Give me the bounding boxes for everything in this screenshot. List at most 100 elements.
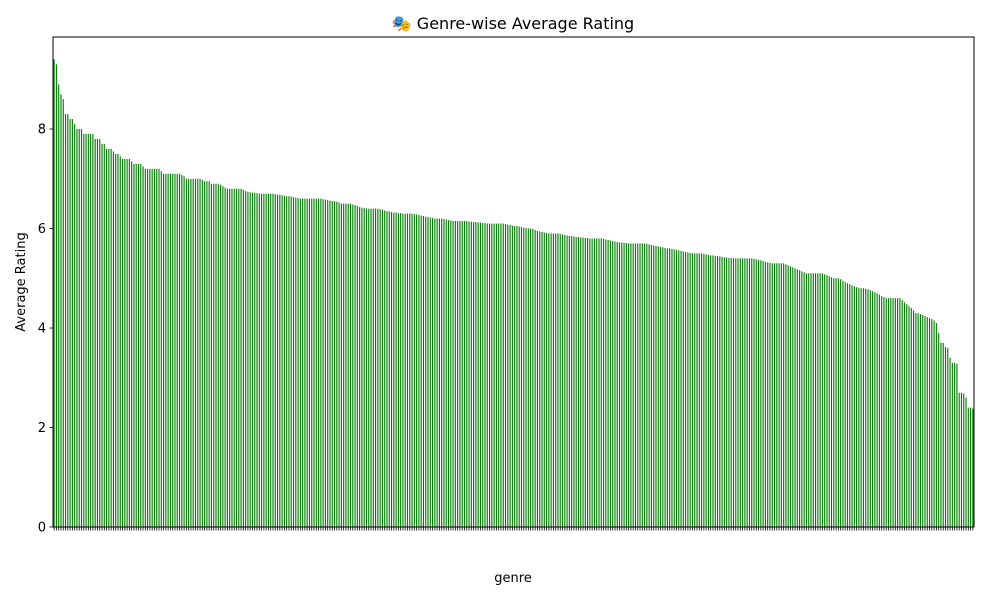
bar xyxy=(422,216,425,527)
bar xyxy=(894,298,896,527)
bar xyxy=(413,214,415,527)
bar xyxy=(655,245,657,527)
bar xyxy=(559,233,561,528)
bar xyxy=(748,258,751,527)
bar xyxy=(568,235,570,528)
bar xyxy=(885,298,887,527)
bar xyxy=(539,231,541,527)
bar xyxy=(488,223,491,528)
bar xyxy=(828,276,830,527)
bar xyxy=(318,198,320,527)
bar xyxy=(365,208,368,527)
bar xyxy=(735,258,737,527)
bar xyxy=(436,218,438,527)
bar xyxy=(183,176,185,528)
bar xyxy=(117,153,119,527)
bar xyxy=(762,260,764,527)
bar xyxy=(564,234,566,528)
bar xyxy=(801,271,803,527)
bar xyxy=(258,193,260,527)
bar xyxy=(826,275,828,527)
bar xyxy=(174,173,176,528)
x-ticks-group xyxy=(53,527,974,531)
bar xyxy=(673,249,675,528)
bar xyxy=(769,262,771,527)
bar xyxy=(315,198,317,527)
bar xyxy=(119,156,121,527)
bar xyxy=(947,347,949,527)
bar xyxy=(840,279,842,527)
bar xyxy=(124,158,126,527)
bar xyxy=(650,244,652,527)
bar xyxy=(400,213,402,527)
bar xyxy=(712,255,714,527)
bar xyxy=(215,183,217,527)
bar xyxy=(443,219,445,527)
bar xyxy=(862,288,864,527)
bar xyxy=(764,261,766,527)
bar xyxy=(561,234,564,528)
bar xyxy=(206,181,208,527)
bar xyxy=(842,280,844,527)
bar xyxy=(359,207,361,527)
bar xyxy=(965,397,967,527)
bar xyxy=(377,208,379,527)
bar xyxy=(283,195,285,527)
bar xyxy=(641,243,643,527)
bar xyxy=(605,239,607,527)
bar xyxy=(922,315,924,527)
bar xyxy=(940,342,942,527)
bar xyxy=(557,233,559,527)
bar xyxy=(694,253,696,527)
bar xyxy=(577,236,580,528)
bar xyxy=(290,196,292,527)
bar xyxy=(181,174,183,528)
bar xyxy=(575,236,577,528)
bar xyxy=(140,163,142,527)
bar xyxy=(858,287,860,527)
bar xyxy=(701,253,703,527)
bar xyxy=(427,217,429,527)
bar xyxy=(675,249,678,527)
bar xyxy=(222,186,224,528)
bar xyxy=(372,208,374,527)
bar xyxy=(461,221,463,527)
bar xyxy=(669,248,671,528)
bar xyxy=(956,363,958,527)
bar xyxy=(810,273,812,527)
bar xyxy=(53,59,55,527)
bar xyxy=(951,362,953,527)
bar xyxy=(719,256,721,527)
bar xyxy=(596,238,598,527)
bar xyxy=(463,221,466,527)
bar xyxy=(753,258,755,527)
bar xyxy=(151,168,153,527)
bar xyxy=(593,238,595,527)
bar xyxy=(83,134,85,527)
bar xyxy=(447,220,450,527)
bar xyxy=(819,273,821,527)
bar xyxy=(876,293,878,527)
bar xyxy=(623,242,625,527)
bar xyxy=(192,178,194,527)
bar xyxy=(388,211,390,528)
bar xyxy=(370,208,372,527)
bar xyxy=(231,188,233,528)
bar xyxy=(646,243,648,527)
bar xyxy=(331,201,333,527)
bar xyxy=(87,134,89,527)
bar xyxy=(288,196,290,527)
bar xyxy=(500,223,502,528)
bar xyxy=(903,302,906,527)
bar xyxy=(208,181,210,527)
bar xyxy=(333,201,336,527)
bar xyxy=(714,255,716,527)
bar xyxy=(438,218,440,527)
bar xyxy=(796,269,798,527)
bar xyxy=(352,204,354,527)
bar xyxy=(696,253,698,527)
bar xyxy=(276,194,279,527)
plot-frame xyxy=(52,36,975,528)
bar xyxy=(532,229,534,527)
bar xyxy=(634,243,637,527)
